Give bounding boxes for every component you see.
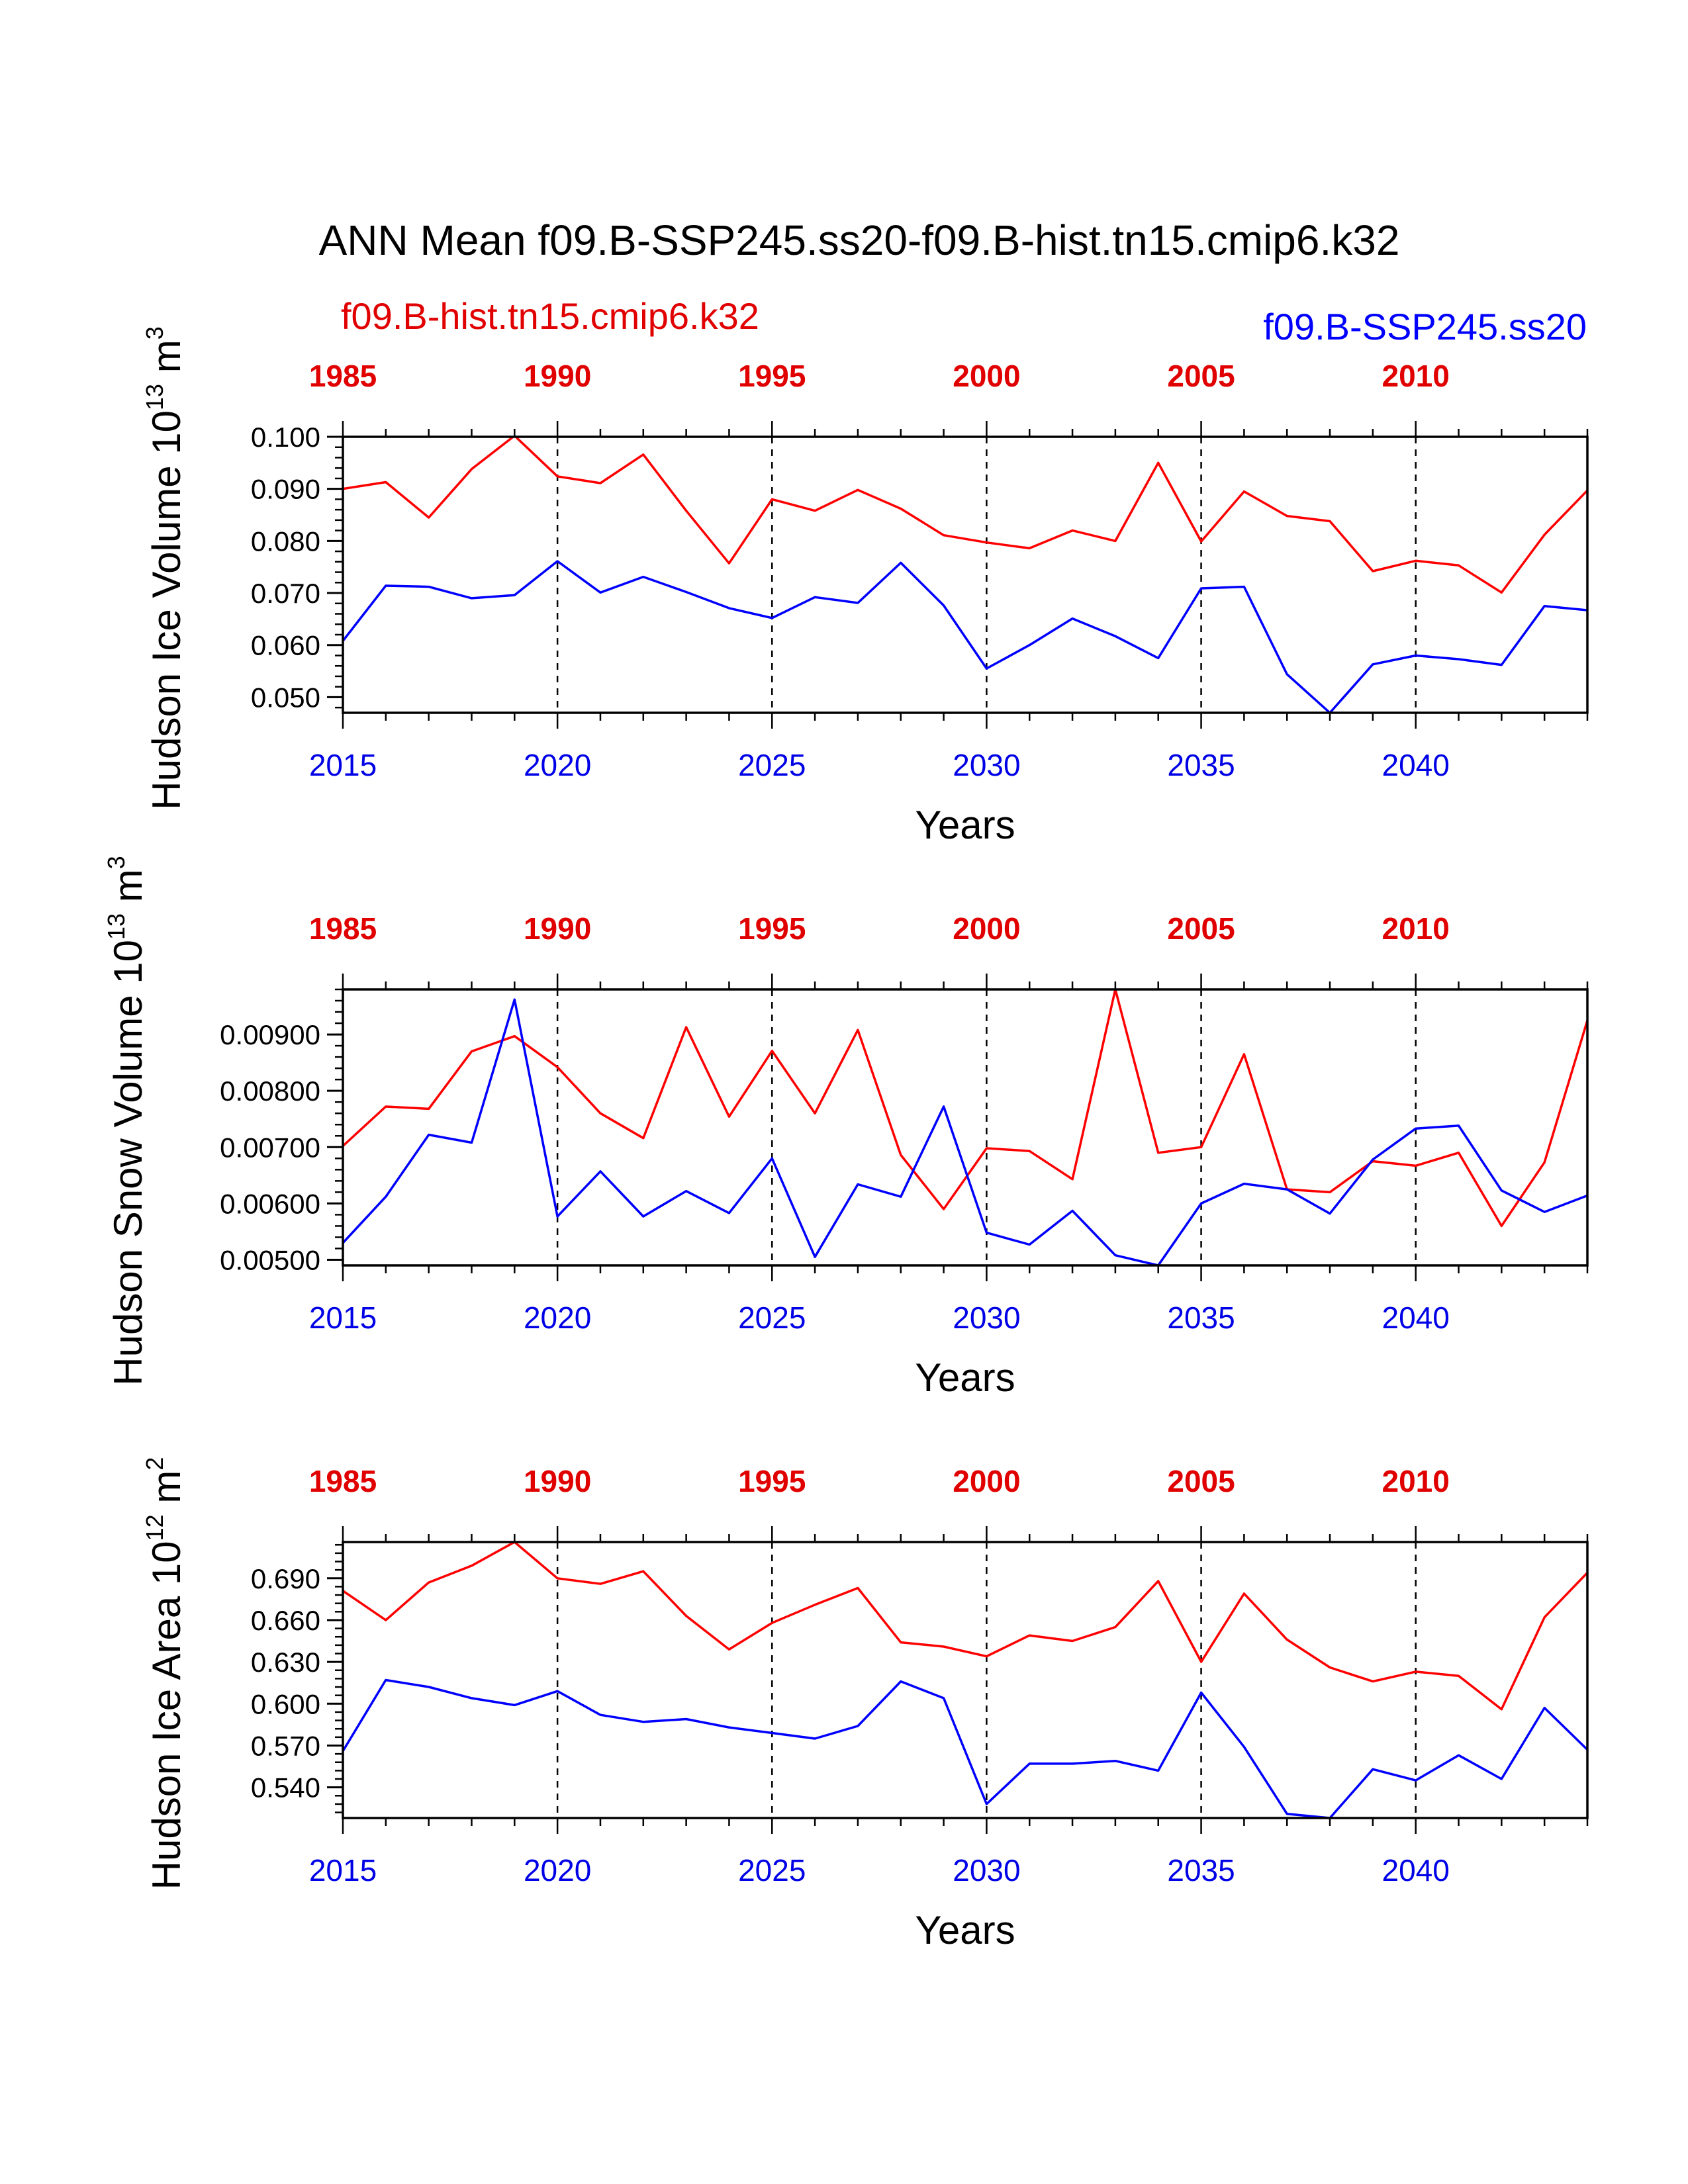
- y-tick-label: 0.100: [251, 422, 320, 453]
- x-bottom-tick-label: 2015: [309, 1853, 377, 1888]
- x-top-tick-label: 2010: [1382, 1464, 1450, 1498]
- y-tick-label: 0.690: [251, 1563, 320, 1594]
- x-top-tick-label: 1990: [524, 359, 591, 393]
- x-top-tick-label: 2000: [953, 359, 1020, 393]
- x-bottom-tick-label: 2015: [309, 1300, 377, 1335]
- x-bottom-tick-label: 2020: [524, 748, 591, 782]
- panel-2: 0.00500 0.00600 0.00700 0.00800 0.00900 2015 2…: [103, 856, 1589, 1400]
- y-axis-title-text: Hudson Snow Volume 10: [106, 940, 150, 1386]
- x-bottom-tick-label: 2035: [1167, 1300, 1235, 1335]
- y-axis-title-unit-exp: 3: [141, 326, 168, 340]
- x-top-tick-label: 2010: [1382, 911, 1450, 946]
- panel-3: 0.540 0.570 0.600 0.630 0.660 0.690 2015 2020 20…: [141, 1457, 1589, 1952]
- y-axis-title-text: Hudson Ice Area 10: [144, 1541, 189, 1889]
- y-axis-title-unit-exp: 2: [141, 1457, 168, 1471]
- y-tick-label: 0.660: [251, 1605, 320, 1636]
- x-top-tick-label: 1995: [738, 911, 806, 946]
- y-axis-title: Hudson Snow Volume 1013 m3: [103, 856, 150, 1386]
- x-top-tick-label: 1995: [738, 1464, 806, 1498]
- y-tick-label: 0.00500: [220, 1244, 320, 1275]
- x-top-tick-label: 1995: [738, 359, 806, 393]
- series-line-ssp: [343, 1678, 1587, 1818]
- y-tick-label: 0.540: [251, 1772, 320, 1803]
- series-line-ssp: [343, 998, 1587, 1265]
- y-tick-label: 0.00800: [220, 1075, 320, 1107]
- x-top-tick-label: 1985: [309, 911, 377, 946]
- y-tick-label: 0.00900: [220, 1019, 320, 1050]
- x-bottom-tick-label: 2025: [738, 1853, 806, 1888]
- x-top-tick-label: 2005: [1167, 1464, 1235, 1498]
- x-bottom-tick-label: 2035: [1167, 748, 1235, 782]
- x-top-tick-label: 1985: [309, 1464, 377, 1498]
- y-axis-title-exp: 13: [141, 384, 168, 410]
- y-tick-label: 0.00600: [220, 1188, 320, 1219]
- x-top-tick-label: 2005: [1167, 911, 1235, 946]
- series-line-hist: [343, 989, 1587, 1228]
- plot-frame: [342, 988, 1589, 1267]
- x-bottom-tick-label: 2025: [738, 748, 806, 782]
- x-top-tick-label: 2000: [953, 911, 1020, 946]
- x-bottom-tick-label: 2040: [1382, 1853, 1450, 1888]
- y-axis-title-exp: 13: [103, 913, 130, 940]
- x-bottom-tick-label: 2020: [524, 1853, 591, 1888]
- y-axis-title-unit: m: [144, 1471, 189, 1515]
- x-axis-title: Years: [915, 1355, 1015, 1400]
- plot-frame: [342, 435, 1589, 714]
- plot-frame: [342, 1541, 1589, 1819]
- x-bottom-tick-label: 2030: [953, 1853, 1020, 1888]
- legend-ssp: f09.B-SSP245.ss20: [1263, 306, 1587, 347]
- x-top-tick-label: 1990: [524, 911, 591, 946]
- x-bottom-tick-label: 2015: [309, 748, 377, 782]
- x-axis-title: Years: [915, 803, 1015, 847]
- y-tick-label: 0.060: [251, 630, 320, 661]
- x-bottom-tick-label: 2030: [953, 1300, 1020, 1335]
- x-top-tick-label: 1990: [524, 1464, 591, 1498]
- y-tick-label: 0.090: [251, 474, 320, 505]
- y-axis-title: Hudson Ice Volume 1013 m3: [141, 326, 189, 809]
- x-bottom-tick-label: 2030: [953, 748, 1020, 782]
- x-bottom-tick-label: 2040: [1382, 1300, 1450, 1335]
- x-bottom-tick-label: 2020: [524, 1300, 591, 1335]
- main-title: ANN Mean f09.B-SSP245.ss20-f09.B-hist.tn…: [319, 216, 1400, 264]
- x-bottom-tick-label: 2025: [738, 1300, 806, 1335]
- x-top-tick-label: 2005: [1167, 359, 1235, 393]
- y-tick-label: 0.050: [251, 682, 320, 713]
- y-tick-label: 0.630: [251, 1647, 320, 1678]
- x-top-tick-label: 2010: [1382, 359, 1450, 393]
- x-top-tick-label: 1985: [309, 359, 377, 393]
- y-axis-title-unit: m: [106, 869, 150, 913]
- y-tick-label: 0.00700: [220, 1132, 320, 1163]
- x-bottom-tick-label: 2040: [1382, 748, 1450, 782]
- x-axis-title: Years: [915, 1908, 1015, 1952]
- y-tick-label: 0.600: [251, 1688, 320, 1719]
- y-tick-label: 0.070: [251, 578, 320, 609]
- y-axis-title-exp: 12: [141, 1514, 168, 1541]
- y-axis-title-text: Hudson Ice Volume 10: [144, 410, 189, 810]
- y-axis-title: Hudson Ice Area 1012 m2: [141, 1457, 189, 1890]
- y-tick-label: 0.570: [251, 1730, 320, 1761]
- series-line-ssp: [343, 560, 1587, 713]
- series-line-hist: [343, 1542, 1587, 1711]
- y-axis-title-unit: m: [144, 340, 189, 384]
- x-top-tick-label: 2000: [953, 1464, 1020, 1498]
- y-axis-title-unit-exp: 3: [103, 856, 130, 869]
- legend-hist: f09.B-hist.tn15.cmip6.k32: [341, 295, 759, 337]
- y-tick-label: 0.080: [251, 525, 320, 557]
- panel-1: 0.050 0.060 0.070 0.080 0.090 0.100 2015 2020 20…: [141, 326, 1589, 847]
- series-line-hist: [343, 437, 1587, 594]
- x-bottom-tick-label: 2035: [1167, 1853, 1235, 1888]
